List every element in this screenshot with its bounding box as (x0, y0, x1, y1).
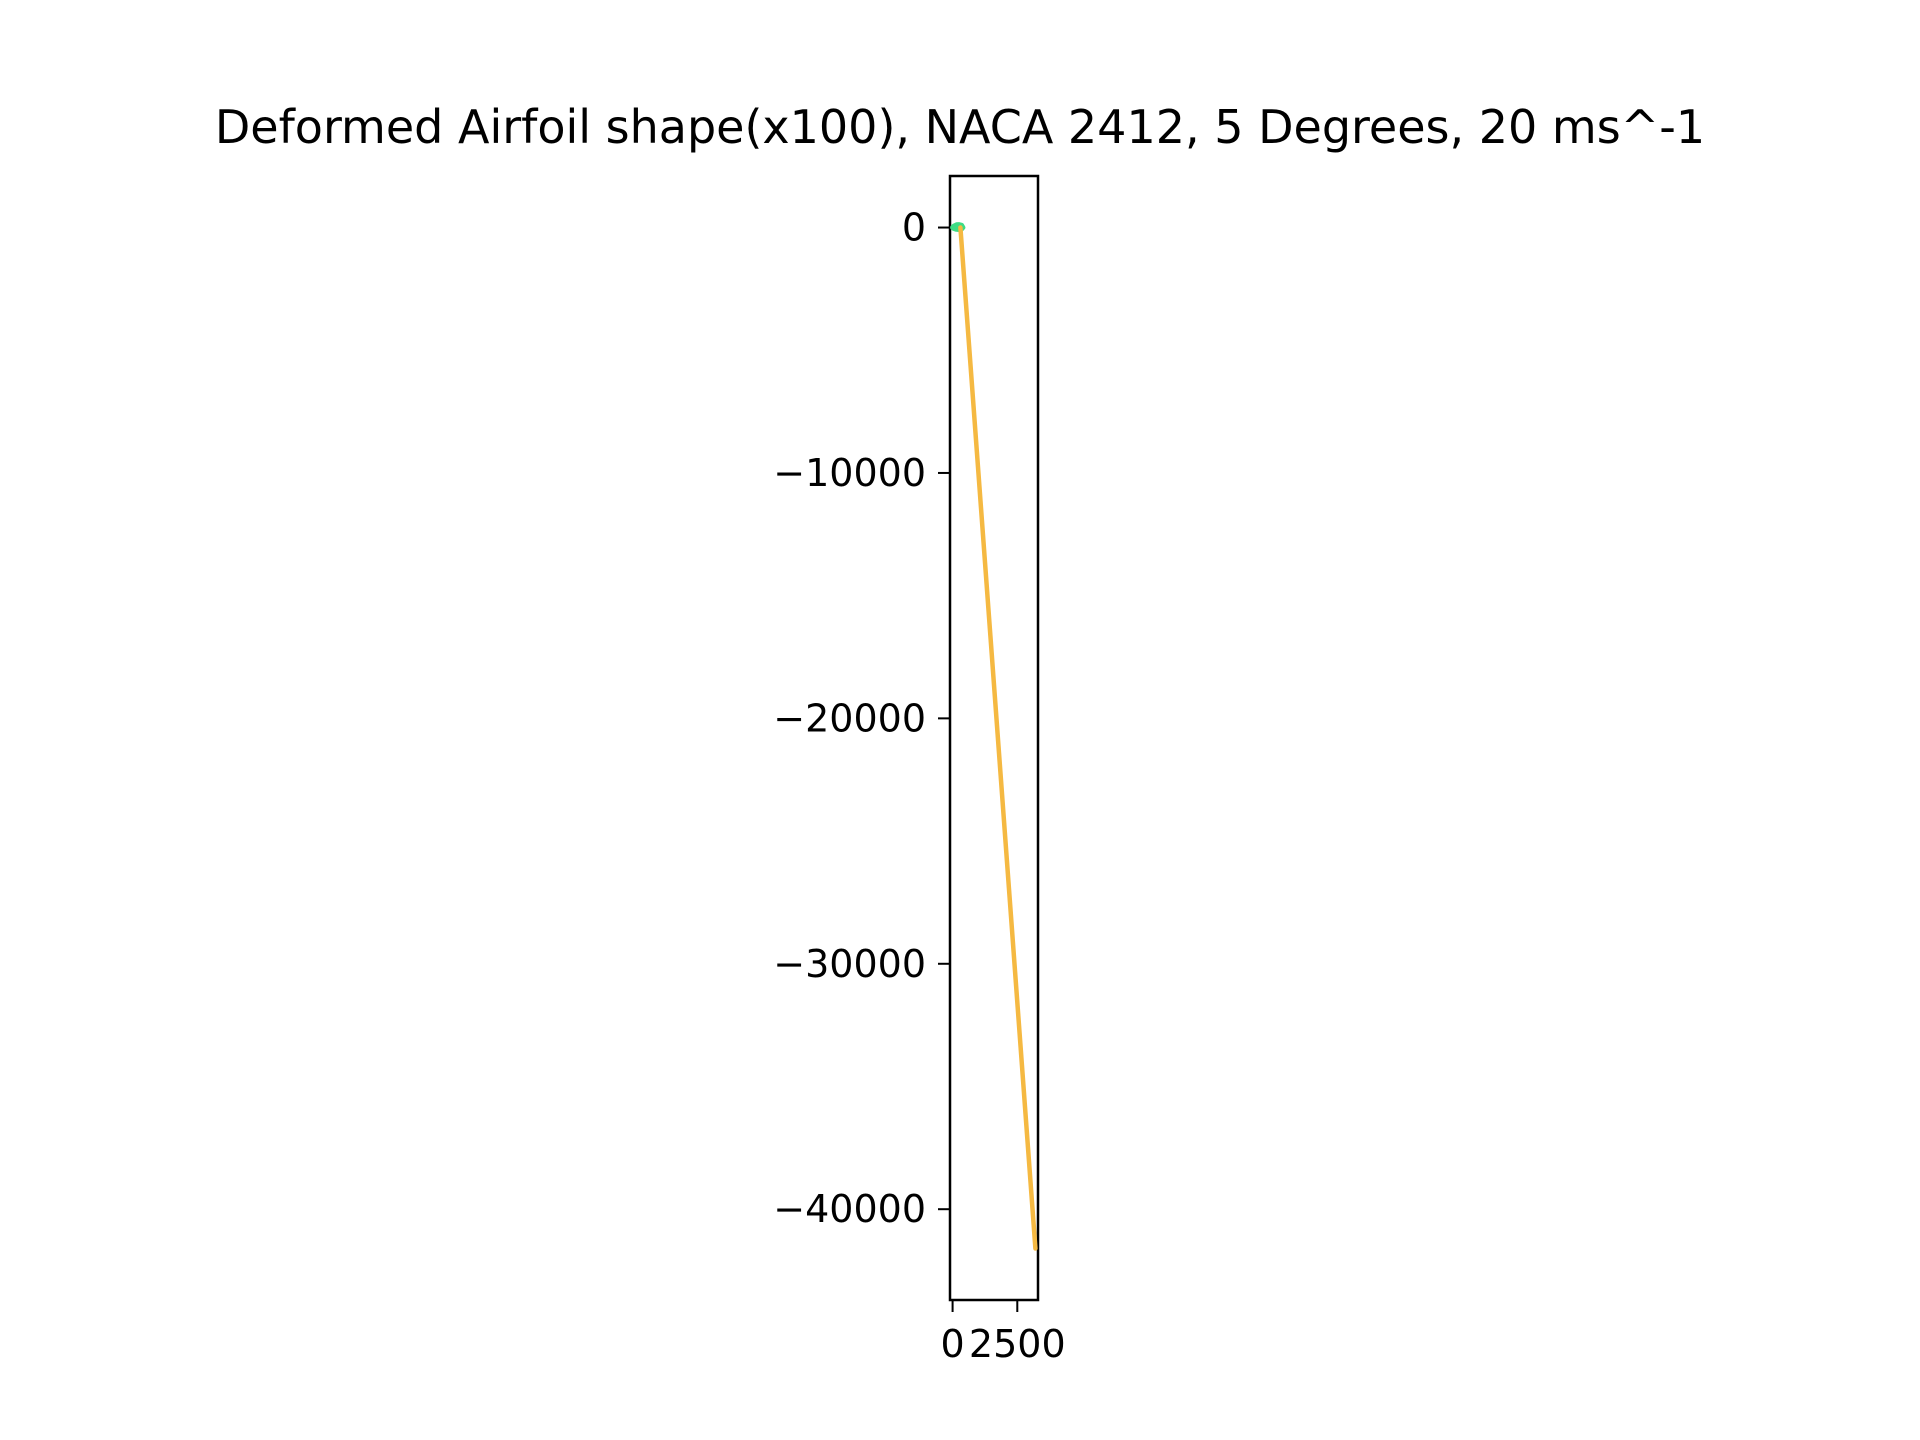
x-axis: 0 2500 (940, 1300, 1066, 1366)
y-axis: 0 −10000 −20000 −30000 −40000 (773, 206, 950, 1231)
series-line-1 (950, 222, 966, 232)
chart-title: Deformed Airfoil shape(x100), NACA 2412,… (214, 100, 1706, 154)
series-layer (950, 222, 1038, 1251)
y-tick-label: −40000 (773, 1187, 926, 1231)
plot-area-frame (948, 174, 1040, 1302)
x-tick-label: 2500 (969, 1322, 1066, 1366)
y-tick-label: −10000 (773, 451, 926, 495)
y-tick-label: −20000 (773, 696, 926, 740)
x-tick-label: 0 (940, 1322, 964, 1366)
series-line-2 (958, 225, 1038, 1251)
y-tick-label: −30000 (773, 942, 926, 986)
y-tick-label: 0 (902, 206, 926, 250)
